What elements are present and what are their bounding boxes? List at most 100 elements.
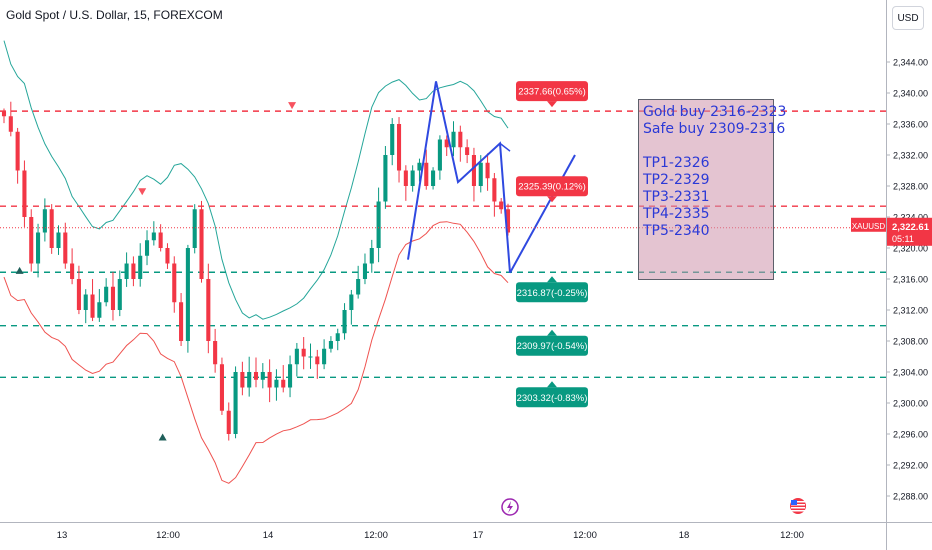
- price-axis[interactable]: 2,288.00 2,292.00 2,296.00 2,300.00 2,304.00…: [886, 58, 928, 502]
- level-label-box: [516, 81, 588, 102]
- level-label-pointer: [547, 276, 557, 283]
- trade-note-box[interactable]: Gold buy 2316-2323 Safe buy 2309-2316 TP…: [638, 99, 787, 280]
- chart-title: Gold Spot / U.S. Dollar, 15, FOREXCOM: [6, 8, 223, 22]
- level-label-text: 2316.87(-0.25%): [517, 288, 588, 299]
- time-tick-label: 18: [679, 530, 690, 541]
- level-label-text: 2325.39(0.12%): [518, 182, 586, 193]
- level-label-text: 2303.32(-0.83%): [517, 393, 588, 404]
- candle: [458, 131, 463, 148]
- candle: [206, 279, 211, 341]
- candle: [240, 372, 245, 388]
- sell-arrow-icon: [138, 188, 147, 196]
- candle: [478, 162, 483, 186]
- candle: [294, 348, 299, 365]
- candle: [267, 372, 272, 388]
- buy-arrow-icon: [15, 266, 24, 274]
- candle: [356, 279, 361, 295]
- candle: [36, 232, 41, 264]
- flag-canton: [791, 500, 797, 505]
- axis-tick-label: 2,320.00: [893, 244, 928, 254]
- time-tick-label: 13: [57, 530, 68, 541]
- level-label-pointer: [547, 329, 557, 336]
- candle: [465, 147, 470, 155]
- note-line: TP3-2331: [643, 189, 710, 205]
- candle: [322, 348, 327, 365]
- axis-tick-label: 2,328.00: [893, 182, 928, 192]
- candle: [179, 302, 184, 341]
- buy-arrow-icon: [158, 433, 167, 441]
- currency-button[interactable]: USD: [892, 6, 924, 30]
- axis-tick-label: 2,332.00: [893, 151, 928, 161]
- candle: [396, 124, 402, 171]
- trend-drawings[interactable]: [407, 81, 576, 274]
- candles: [1, 101, 511, 441]
- note-line: Gold buy 2316-2323: [643, 104, 787, 120]
- time-tick-label: 17: [473, 530, 484, 541]
- time-tick-label: 14: [263, 530, 274, 541]
- projection-line: [509, 154, 576, 274]
- zigzag-tail: [499, 142, 511, 152]
- note-line: TP2-2329: [643, 172, 710, 188]
- zigzag-pattern: [407, 81, 511, 273]
- candle: [49, 209, 54, 248]
- event-icons[interactable]: [501, 498, 806, 516]
- level-label-box: [516, 335, 588, 356]
- axis-tick-label: 2,296.00: [893, 430, 928, 440]
- signal-markers: [15, 102, 297, 441]
- time-axis[interactable]: 13 12:00 14 12:00 17 12:00 18 12:00: [57, 530, 804, 541]
- level-labels: 2337.66(0.65%) 2325.39(0.12%) 2316.87(-0.2…: [516, 81, 588, 408]
- lightning-glyph-icon: [507, 501, 513, 513]
- candle: [76, 279, 81, 310]
- candle: [308, 356, 313, 358]
- candle: [403, 170, 408, 186]
- time-tick-label: 12:00: [780, 530, 804, 541]
- candle: [505, 209, 511, 233]
- candle: [172, 263, 177, 303]
- sell-arrow-icon: [288, 102, 297, 110]
- candle: [349, 294, 354, 310]
- upper-band: [3, 40, 509, 320]
- candle: [117, 279, 122, 310]
- candle: [410, 170, 415, 186]
- axis-tick-label: 2,340.00: [893, 89, 928, 99]
- candle: [192, 209, 197, 248]
- candle: [362, 263, 368, 279]
- axis-tick-label: 2,292.00: [893, 461, 928, 471]
- time-tick-label: 12:00: [573, 530, 597, 541]
- candle: [444, 139, 449, 148]
- candle: [485, 162, 490, 179]
- level-label-text: 2337.66(0.65%): [518, 87, 586, 98]
- level-label-box: [516, 176, 588, 197]
- candle: [1, 111, 7, 117]
- candle: [110, 286, 116, 310]
- candle: [70, 263, 75, 279]
- note-line: TP5-2340: [643, 223, 710, 239]
- candle: [451, 131, 456, 148]
- candle: [165, 248, 170, 264]
- flag-stripe: [791, 504, 805, 506]
- candle: [301, 348, 306, 357]
- axis-tick-label: 2,324.00: [893, 213, 928, 223]
- candle: [437, 139, 442, 171]
- axis-tick-label: 2,344.00: [893, 58, 928, 68]
- level-label-pointer: [547, 101, 557, 108]
- bollinger-bands: [3, 40, 509, 484]
- candle: [260, 372, 265, 380]
- note-line: Safe buy 2309-2316: [643, 121, 786, 137]
- note-line: TP4-2335: [643, 206, 710, 222]
- candle: [22, 170, 27, 217]
- last-price-box: [887, 217, 932, 246]
- candle: [124, 263, 129, 279]
- candle: [63, 232, 68, 264]
- axis-tick-label: 2,288.00: [893, 492, 928, 502]
- candle: [185, 248, 190, 341]
- candle: [424, 162, 429, 186]
- candle: [138, 255, 143, 279]
- axis-tick-label: 2,308.00: [893, 337, 928, 347]
- candle: [247, 372, 252, 388]
- candle: [8, 116, 13, 132]
- countdown: 05:11: [892, 234, 914, 244]
- candle: [15, 131, 20, 171]
- candle: [56, 232, 61, 248]
